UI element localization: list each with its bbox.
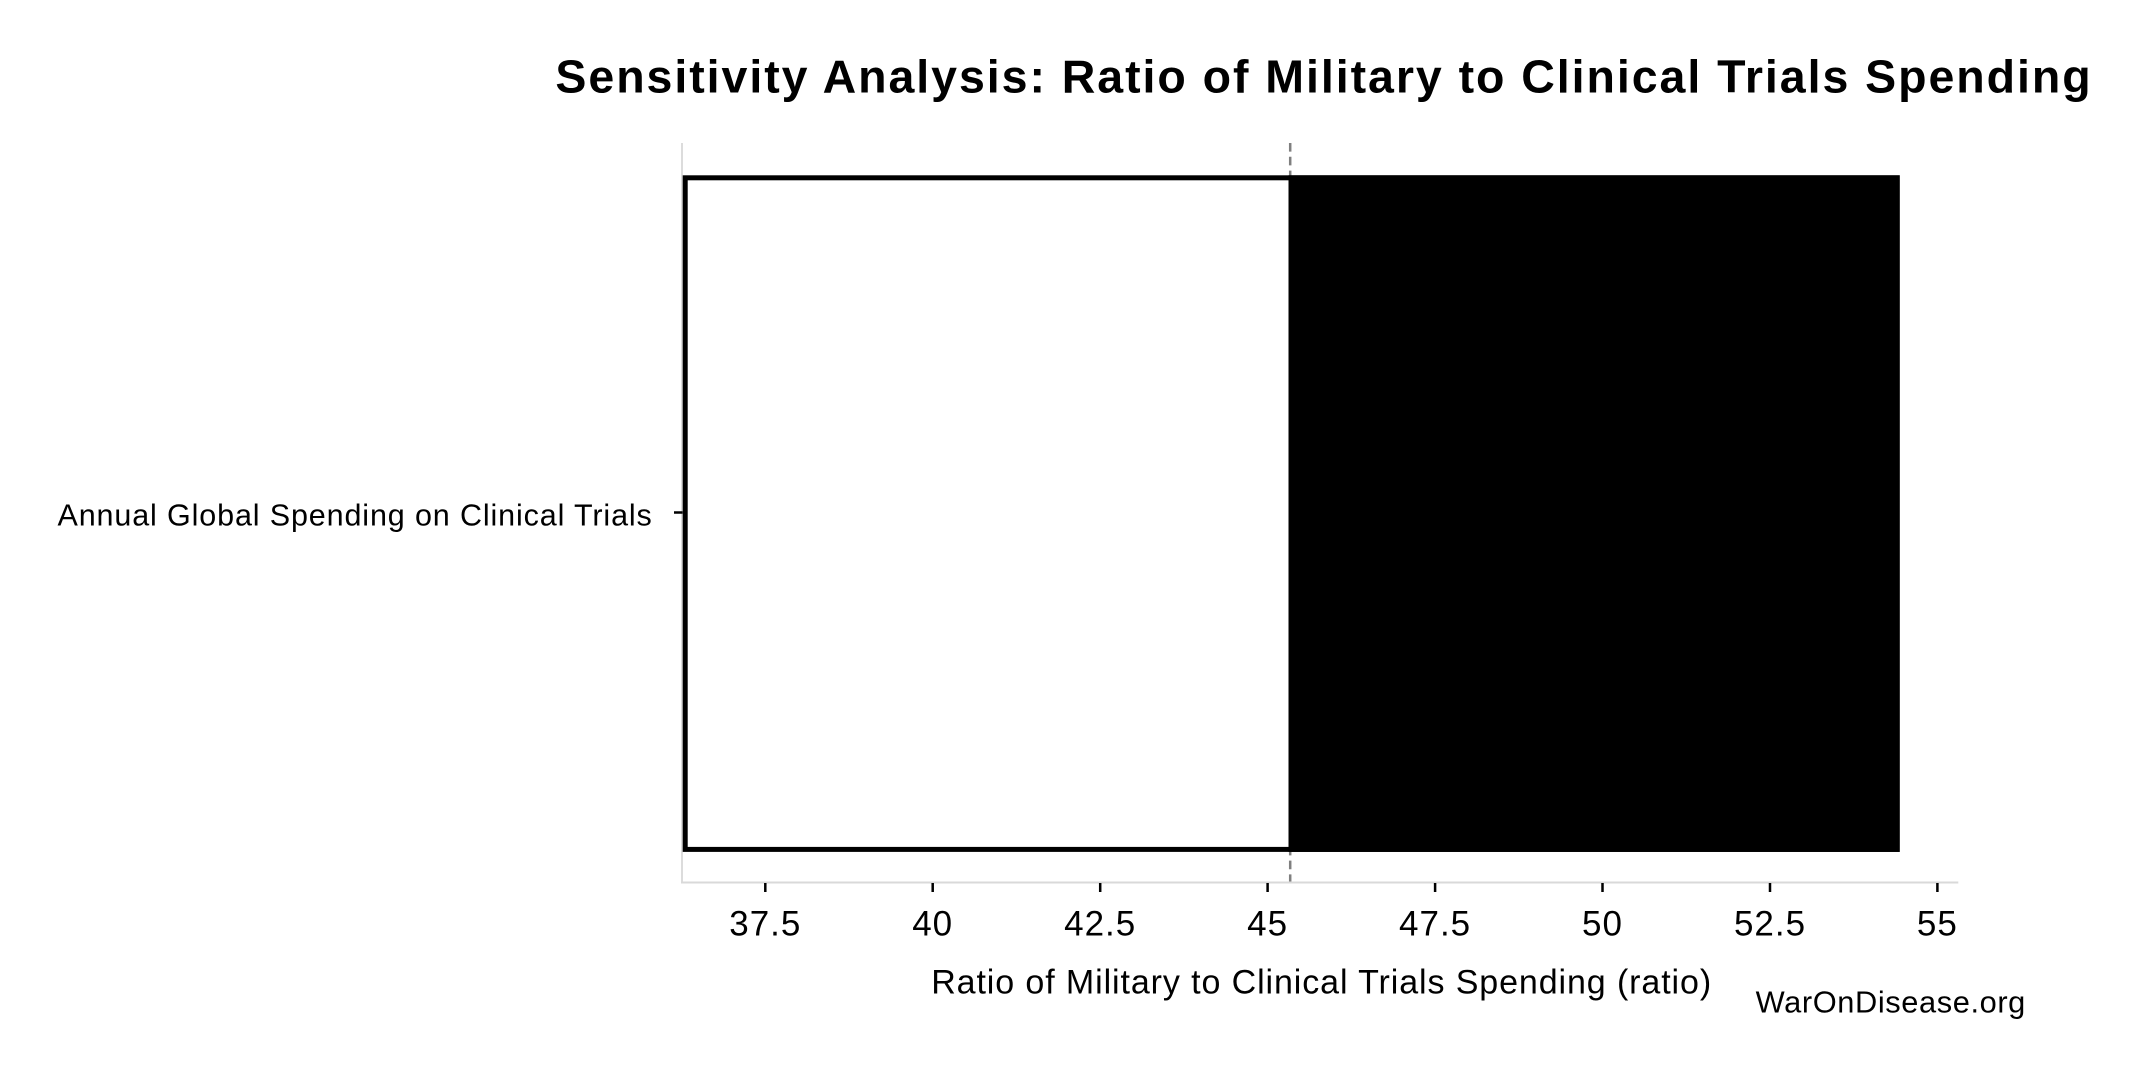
svg-text:37.5: 37.5 — [729, 904, 801, 943]
svg-text:45: 45 — [1247, 904, 1288, 943]
svg-text:47.5: 47.5 — [1399, 904, 1471, 943]
svg-text:40: 40 — [912, 904, 953, 943]
svg-text:52.5: 52.5 — [1734, 904, 1806, 943]
svg-text:42.5: 42.5 — [1064, 904, 1136, 943]
svg-text:Annual Global Spending on Clin: Annual Global Spending on Clinical Trial… — [58, 499, 653, 533]
svg-text:Ratio of Military to Clinical: Ratio of Military to Clinical Trials Spe… — [931, 964, 1712, 1002]
svg-text:55: 55 — [1917, 904, 1958, 943]
svg-text:Sensitivity Analysis: Ratio of: Sensitivity Analysis: Ratio of Military … — [555, 50, 2092, 102]
svg-text:50: 50 — [1582, 904, 1623, 943]
svg-text:WarOnDisease.org: WarOnDisease.org — [1756, 984, 2026, 1019]
